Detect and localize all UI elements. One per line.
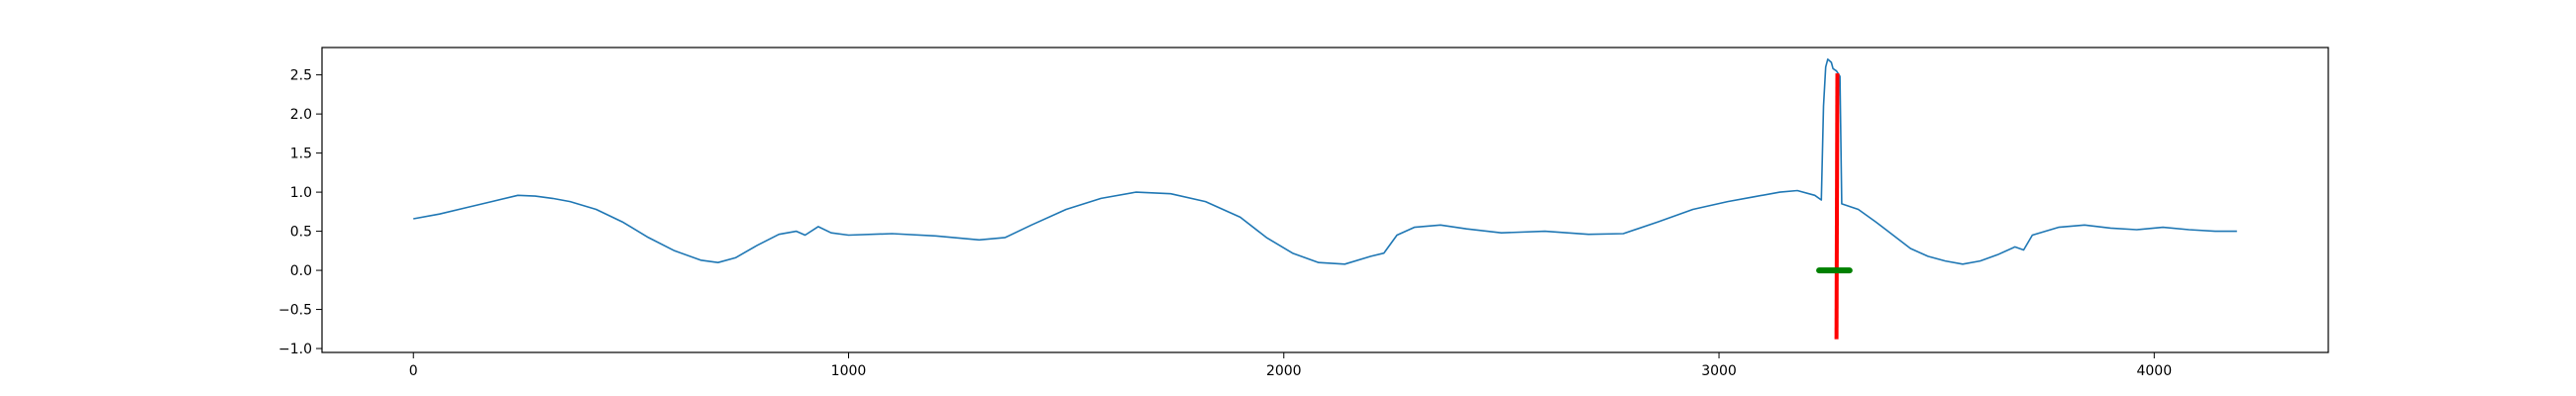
x-tick-label: 0 <box>409 363 418 379</box>
y-tick-label: 1.5 <box>290 147 312 162</box>
y-tick-label: 2.5 <box>290 68 312 84</box>
x-tick-label: 3000 <box>1701 363 1737 379</box>
y-tick-label: −0.5 <box>278 303 312 319</box>
x-axis: 0 1000 2000 3000 4000 <box>409 352 2172 379</box>
x-tick-label: 1000 <box>831 363 867 379</box>
y-tick-label: 1.0 <box>290 185 312 201</box>
x-tick-label: 4000 <box>2136 363 2172 379</box>
y-axis: −1.0 −0.5 0.0 0.5 1.0 1.5 2.0 2.5 <box>278 68 322 357</box>
plot-frame <box>321 47 2329 353</box>
y-tick-label: 0.5 <box>290 225 312 241</box>
series-layer <box>413 58 2237 340</box>
y-tick-label: −1.0 <box>278 342 312 357</box>
signal-line <box>413 58 2237 265</box>
y-tick-label: 2.0 <box>290 107 312 123</box>
y-tick-label: 0.0 <box>290 263 312 279</box>
marker-vertical-line <box>1834 73 1840 340</box>
x-tick-label: 2000 <box>1266 363 1302 379</box>
plot-area <box>322 48 2328 352</box>
